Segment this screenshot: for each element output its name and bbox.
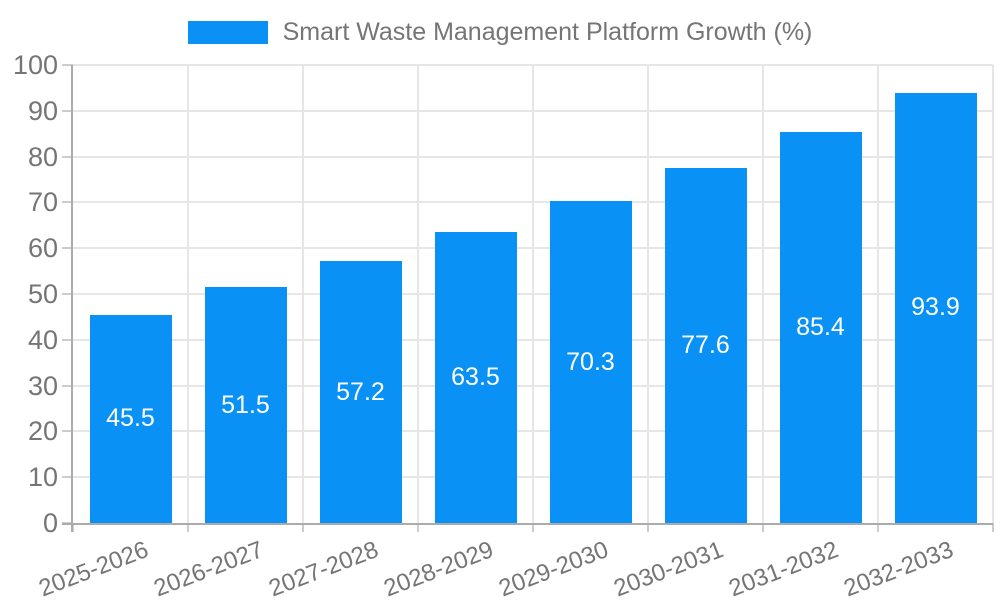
x-tick-label: 2028-2029	[379, 536, 497, 600]
y-tick	[62, 64, 73, 66]
y-tick-label: 20	[27, 416, 58, 447]
x-axis-line	[62, 523, 993, 525]
plot-area: 0 10 20 30 40 50 60 70 80 90 100 45.5 2025-2026 51.5 2…	[13, 51, 994, 600]
y-tick-label: 60	[27, 233, 58, 264]
bar[interactable]: 77.6	[664, 167, 747, 523]
y-tick-label: 40	[27, 324, 58, 355]
x-tick-label: 2029-2030	[494, 536, 612, 600]
x-tick-label: 2026-2027	[149, 536, 267, 600]
y-tick-label: 80	[27, 141, 58, 172]
bar[interactable]: 70.3	[549, 201, 632, 523]
bar[interactable]: 51.5	[204, 287, 287, 523]
x-tick	[187, 523, 189, 532]
bar[interactable]: 63.5	[434, 232, 517, 523]
x-tick	[992, 523, 994, 532]
bar[interactable]: 85.4	[779, 131, 862, 523]
bar[interactable]: 45.5	[89, 314, 172, 523]
x-tick	[877, 523, 879, 532]
y-tick	[62, 247, 73, 250]
y-tick-label: 100	[12, 50, 58, 80]
y-tick-label: 70	[27, 187, 58, 218]
bar-value-label: 93.9	[911, 293, 960, 322]
legend-item[interactable]: Smart Waste Management Platform Growth (…	[0, 19, 1000, 45]
bar-value-label: 77.6	[681, 330, 730, 359]
y-tick-label: 0	[42, 508, 58, 538]
gridline-x	[647, 65, 649, 523]
x-tick	[532, 523, 534, 532]
gridline-x	[992, 65, 994, 523]
x-tick	[302, 523, 304, 532]
legend-label: Smart Waste Management Platform Growth (…	[282, 18, 813, 46]
gridline-x	[417, 65, 419, 523]
x-tick-label: 2027-2028	[264, 536, 382, 600]
bar-value-label: 57.2	[336, 377, 385, 406]
x-tick-label: 2030-2031	[609, 536, 727, 600]
x-tick	[647, 523, 649, 532]
gridline-x	[532, 65, 534, 523]
x-tick	[417, 523, 419, 532]
x-tick-label: 2025-2026	[34, 536, 152, 600]
bar-value-label: 70.3	[566, 347, 615, 376]
y-tick	[62, 155, 73, 158]
x-tick	[72, 523, 74, 532]
bar[interactable]: 57.2	[319, 261, 402, 523]
bar[interactable]: 93.9	[894, 92, 977, 523]
y-tick	[62, 201, 73, 204]
x-tick	[762, 523, 764, 532]
bar-value-label: 45.5	[106, 404, 155, 433]
y-tick	[62, 430, 73, 433]
bar-value-label: 85.4	[796, 312, 845, 341]
y-tick-label: 10	[27, 462, 58, 493]
legend-swatch	[187, 20, 268, 44]
gridline-x	[877, 65, 879, 523]
y-tick	[62, 476, 73, 479]
x-tick-label: 2031-2032	[724, 536, 842, 600]
gridline-x	[762, 65, 764, 523]
y-tick-label: 90	[27, 95, 58, 126]
y-tick	[62, 338, 73, 341]
x-tick-label: 2032-2033	[839, 536, 957, 600]
bar-value-label: 51.5	[221, 390, 270, 419]
bar-value-label: 63.5	[451, 363, 500, 392]
y-tick-label: 50	[27, 279, 58, 309]
y-axis-line	[71, 65, 73, 532]
y-tick	[62, 384, 73, 387]
y-tick-label: 30	[27, 370, 58, 401]
gridline-x	[187, 65, 189, 523]
gridline-x	[302, 65, 304, 523]
y-tick	[62, 293, 73, 295]
y-tick	[62, 109, 73, 112]
